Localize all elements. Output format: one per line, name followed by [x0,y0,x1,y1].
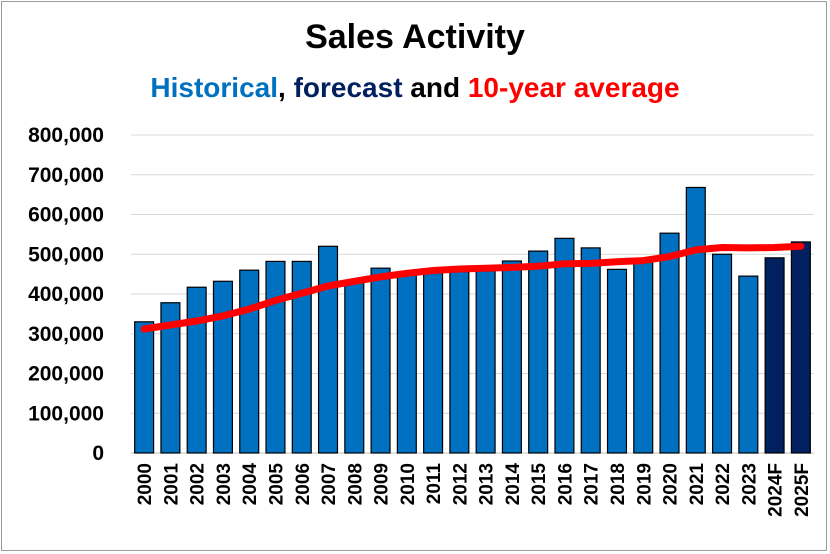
bar-2014 [501,260,522,454]
gridlines [131,134,814,454]
y-tick-label: 700,000 [28,164,104,187]
x-tick-label: 2003 [214,463,235,505]
x-tick-label: 2022 [713,463,734,505]
chart-subtitle: Historical, forecast and 10-year average [0,72,830,104]
bar-2008 [344,280,365,454]
y-tick-label: 500,000 [28,243,104,266]
bar-2021 [685,186,706,454]
bar-2006 [291,260,312,454]
x-tick-label: 2011 [424,463,445,505]
x-tick-label: 2020 [661,463,682,505]
y-axis-ticks: 0 100,000 200,000 300,000 400,000 500,000 600,… [28,124,104,465]
bar-2015 [528,250,549,454]
bar-2016 [554,237,575,454]
chart-title: Sales Activity [305,18,525,56]
x-tick-label: 2025F [792,463,813,517]
bar-2022 [712,253,733,454]
x-tick-label: 2016 [555,463,576,505]
y-tick-label: 600,000 [28,204,104,227]
subtitle-average: 10-year average [467,72,680,103]
y-tick-label: 0 [92,442,104,465]
x-tick-label: 2006 [293,463,314,505]
bars [134,186,811,454]
bar-2024F [764,257,785,454]
bar-2010 [396,274,417,454]
bar-2013 [475,270,496,454]
average-line-layer [140,242,805,333]
x-tick-label: 2007 [319,463,340,505]
x-axis-ticks: 2000 2001 2002 2003 2004 2005 2006 2007 2008 2009… [135,463,813,517]
bar-2019 [633,257,654,454]
subtitle-separator-1: , [278,72,294,103]
bar-2007 [317,245,339,454]
y-tick-label: 100,000 [28,402,104,425]
subtitle-historical: Historical [150,72,279,103]
bar-2005 [265,260,286,454]
bar-2025F [790,241,811,454]
subtitle-separator-2: and [402,72,468,103]
y-tick-label: 800,000 [28,124,104,147]
bar-2004 [239,269,260,454]
bar-2009 [370,267,391,454]
x-tick-label: 2001 [161,463,182,506]
x-tick-label: 2013 [477,463,498,505]
x-tick-label: 2008 [345,463,366,505]
bar-2012 [449,271,470,454]
x-tick-label: 2009 [372,463,393,505]
x-tick-label: 2015 [529,463,550,506]
y-tick-label: 200,000 [28,363,104,386]
bar-2003 [212,280,233,454]
x-tick-label: 2002 [188,463,209,505]
x-tick-label: 2014 [503,463,524,506]
x-tick-label: 2004 [240,463,261,506]
bar-2018 [606,268,628,454]
bar-2002 [186,286,207,454]
x-tick-label: 2021 [687,463,708,506]
bar-2001 [160,302,181,454]
y-tick-label: 300,000 [28,323,104,346]
x-tick-label: 2000 [135,463,156,505]
bar-2011 [423,270,444,454]
x-tick-label: 2012 [450,463,471,505]
ten-year-average-line [140,242,805,333]
bar-2000 [134,321,155,454]
bar-2023 [738,275,759,454]
x-tick-label: 2010 [398,463,419,505]
bar-2017 [580,247,601,454]
x-tick-label: 2005 [266,463,287,506]
bar-2020 [659,232,680,454]
x-tick-label: 2017 [582,463,603,505]
x-tick-label: 2023 [739,463,760,505]
y-tick-label: 400,000 [28,283,104,306]
x-tick-label: 2019 [634,463,655,505]
x-tick-label: 2024F [766,463,787,517]
x-tick-label: 2018 [608,463,629,505]
subtitle-forecast: forecast [293,72,403,103]
